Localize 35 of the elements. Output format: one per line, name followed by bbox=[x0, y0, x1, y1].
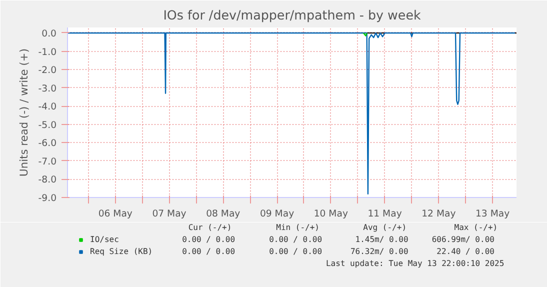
y-tick-label: -1.0 bbox=[38, 46, 57, 58]
y-tick-label: 0.0 bbox=[42, 28, 57, 40]
x-tick-label: 09 May bbox=[260, 208, 295, 220]
legend-label: IO/sec bbox=[90, 234, 119, 245]
x-tick-label: 10 May bbox=[314, 208, 348, 220]
text: Avg (-/+) bbox=[363, 223, 407, 232]
x-tick-label: 13 May bbox=[475, 208, 510, 220]
y-tick-label: -7.0 bbox=[38, 156, 57, 168]
x-tick-label: 11 May bbox=[368, 208, 402, 220]
text: 0.00 / 0.00 bbox=[269, 247, 322, 256]
x-tick-label: 07 May bbox=[152, 208, 187, 220]
x-tick-label: 12 May bbox=[422, 208, 456, 220]
text: 76.32m/ 0.00 bbox=[350, 247, 408, 256]
text: 0.00 / 0.00 bbox=[182, 235, 236, 244]
y-tick-label: -9.0 bbox=[38, 193, 57, 204]
text: 0.00 / 0.00 bbox=[269, 235, 322, 244]
text: Max (-/+) bbox=[454, 223, 498, 232]
chart-title: IOs for /dev/mapper/mpathem - by week bbox=[163, 8, 422, 22]
text: Last update: Tue May 13 22:00:10 2025 bbox=[326, 259, 504, 268]
y-tick-label: -2.0 bbox=[38, 65, 57, 76]
text: 0.00 / 0.00 bbox=[182, 247, 236, 256]
y-tick-label: -4.0 bbox=[38, 102, 57, 113]
text: 606.99m/ 0.00 bbox=[432, 235, 495, 244]
x-tick-label: 08 May bbox=[206, 208, 241, 220]
y-tick-label: -8.0 bbox=[38, 174, 57, 186]
text: Cur (-/+) bbox=[188, 223, 232, 232]
text: 22.40 / 0.00 bbox=[436, 247, 495, 256]
y-axis-title: Units read (-) / write (+) bbox=[17, 48, 30, 176]
text: Min (-/+) bbox=[276, 223, 320, 232]
y-tick-label: -6.0 bbox=[38, 138, 57, 150]
x-tick-label: 06 May bbox=[98, 208, 133, 220]
y-tick-label: -3.0 bbox=[38, 83, 57, 94]
y-tick-label: -5.0 bbox=[38, 120, 57, 131]
legend-label: Req Size (KB) bbox=[90, 246, 153, 257]
text: 1.45m/ 0.00 bbox=[355, 235, 408, 244]
